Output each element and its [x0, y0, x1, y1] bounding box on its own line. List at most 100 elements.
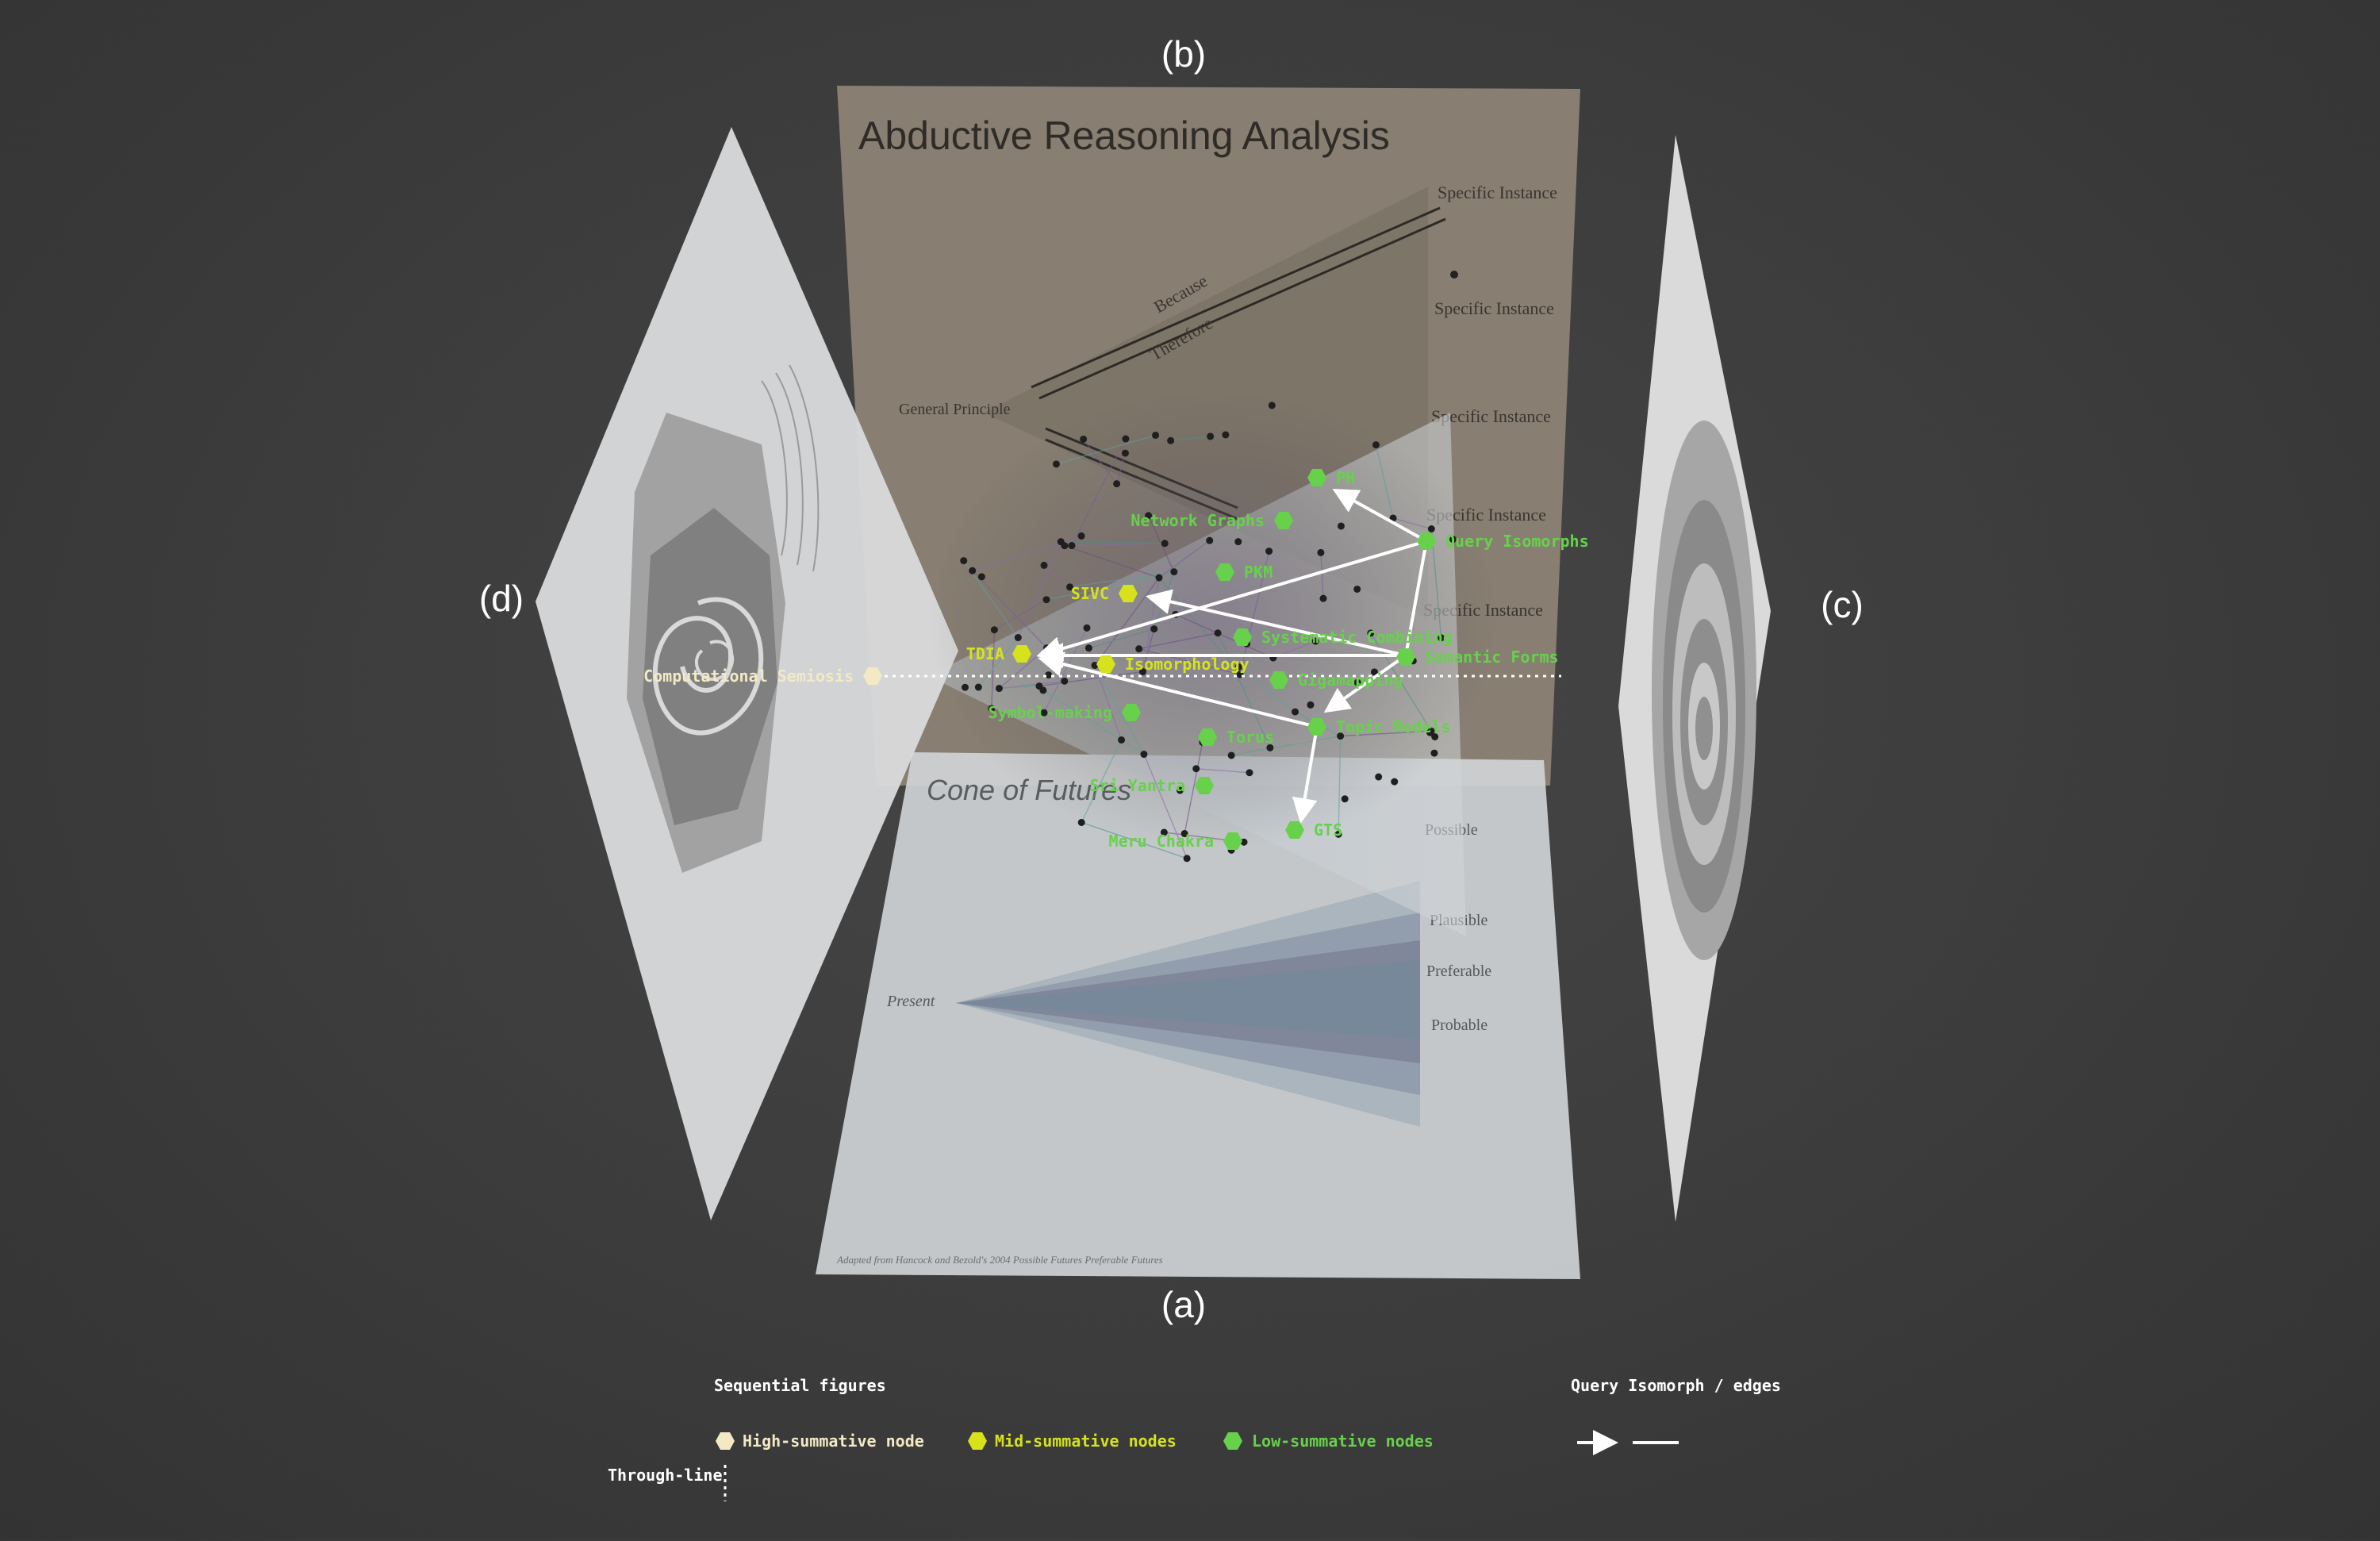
panel-label-b: (b): [1161, 33, 1206, 75]
network-edge: [1094, 665, 1145, 755]
edge-qi-tdia: [1036, 540, 1427, 662]
network-edge: [1170, 434, 1226, 442]
network-dot: [1180, 830, 1188, 838]
network-dot: [1431, 733, 1439, 741]
svg-text:Topic Models: Topic Models: [1336, 717, 1451, 736]
network-edge: [1143, 754, 1188, 859]
legend-mid-label: Mid-summative nodes: [995, 1431, 1177, 1451]
network-dot: [1375, 773, 1383, 781]
panel-label-c: (c): [1821, 584, 1864, 625]
network-dot: [1353, 678, 1361, 686]
panel-c-slide: [1618, 135, 1771, 1222]
network-dot: [1227, 751, 1235, 759]
network-edge: [1017, 541, 1061, 638]
network-dot: [1307, 701, 1315, 709]
network-dot: [1430, 749, 1438, 757]
network-dot: [1319, 594, 1327, 602]
network-dot: [1140, 751, 1148, 759]
network-dot: [1083, 624, 1091, 632]
node-network-graphs: Network Graphs: [1130, 511, 1293, 530]
specific-instance-1: Specific Instance: [1438, 183, 1557, 202]
network-dot: [1449, 536, 1457, 544]
network-edge: [1217, 632, 1271, 748]
legend-low-node-icon: [1223, 1432, 1242, 1450]
node-label-computational-semiosis: Computational Semiosis: [643, 667, 854, 686]
network-dot: [1353, 585, 1361, 593]
edge-sf-sivc: [1146, 589, 1407, 657]
panel-d-slide: [536, 127, 958, 1220]
node-meru-chakra: Meru Chakra: [1109, 832, 1242, 851]
network-dot: [1161, 540, 1169, 548]
network-dot: [1391, 778, 1399, 786]
network-edge: [1046, 577, 1160, 601]
svg-text:Gigamapping: Gigamapping: [1298, 671, 1403, 690]
network-edge: [1064, 543, 1165, 547]
edge-qi-sf: [1404, 540, 1428, 656]
network-dot: [1192, 765, 1200, 773]
network-dot: [1367, 629, 1375, 637]
network-dot: [1337, 522, 1345, 530]
network-dot: [1317, 548, 1325, 556]
svg-text:Isomorphology: Isomorphology: [1125, 655, 1250, 674]
network-edge: [1088, 628, 1154, 649]
network-edge: [1056, 434, 1156, 465]
network-dot: [1427, 727, 1435, 735]
network-dot: [988, 705, 996, 713]
network-dot: [1246, 769, 1253, 777]
edge-tm-tdia: [1038, 651, 1318, 728]
network-edge: [1083, 439, 1118, 485]
network-edge: [1196, 767, 1250, 774]
network-dot: [960, 557, 968, 565]
network-edge: [1320, 552, 1324, 599]
network-dot: [1057, 538, 1065, 546]
network-dot: [1091, 661, 1099, 669]
network-edge: [972, 570, 1048, 649]
network-dot: [1427, 525, 1435, 533]
node-torus: Torus: [1198, 728, 1274, 747]
network-edge: [1069, 571, 1174, 588]
network-dot: [1145, 512, 1153, 520]
node-query-isomorphs: Query Isomorphs: [1417, 532, 1589, 551]
network-edge: [1231, 735, 1341, 756]
network-dot: [1113, 480, 1121, 488]
edge-sf-tm: [1323, 654, 1407, 713]
probable-label: Probable: [1431, 1016, 1488, 1034]
network-edge: [1138, 632, 1219, 650]
svg-text:SIVC: SIVC: [1071, 584, 1109, 603]
network-edge: [1340, 730, 1432, 737]
network-edge: [1138, 648, 1241, 675]
network-dot: [1214, 629, 1222, 637]
high-summative-node: Computational Semiosis: [643, 667, 882, 686]
node-sri-yantra: Sri Yantra: [1090, 776, 1214, 795]
network-dot: [1138, 668, 1146, 676]
network-dot: [1084, 644, 1092, 652]
network-dot: [1042, 596, 1050, 604]
network-dot: [1040, 561, 1048, 569]
node-symbol-making: Symbol-making: [988, 703, 1141, 722]
network-edge: [994, 599, 1047, 631]
network-edge: [1238, 667, 1296, 713]
svg-text:Sri Yantra: Sri Yantra: [1090, 776, 1185, 795]
network-edge: [1430, 528, 1442, 638]
network-dot: [1170, 568, 1178, 576]
specific-instance-2: Specific Instance: [1434, 298, 1554, 318]
node-sivc: SIVC: [1071, 584, 1138, 603]
network-edge: [1158, 540, 1211, 578]
network-dot: [1268, 402, 1276, 409]
legend-heading: Sequential figures: [714, 1376, 886, 1395]
network-edge: [1392, 517, 1432, 530]
network-dot: [1077, 532, 1085, 540]
legend-through-line-label: Through-line: [608, 1466, 723, 1485]
network-dot: [1370, 668, 1378, 676]
network-edge: [1071, 438, 1127, 546]
low-summative-nodes: PH Network Graphs Query Isomorphs PKM Sy…: [988, 468, 1588, 851]
network-dot: [1122, 435, 1130, 443]
network-dot: [1176, 786, 1184, 794]
svg-text:TDIA: TDIA: [966, 644, 1004, 663]
network-dot: [990, 626, 998, 634]
network-dot: [1234, 663, 1242, 671]
network-dot: [1152, 431, 1160, 439]
network-dot: [969, 567, 977, 575]
present-label: Present: [886, 993, 935, 1010]
